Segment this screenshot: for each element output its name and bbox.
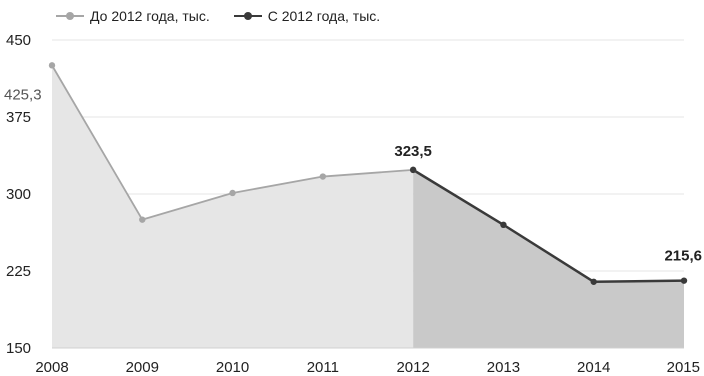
area-fills xyxy=(52,65,684,348)
data-label-2008: 425,3 xyxy=(4,86,42,103)
legend-dot xyxy=(243,12,252,20)
legend-item-before-2012: До 2012 года, тыс. xyxy=(56,8,210,24)
legend: До 2012 года, тыс. С 2012 года, тыс. xyxy=(56,8,380,24)
x-tick-label-2011: 2011 xyxy=(307,359,339,376)
x-tick-label-2013: 2013 xyxy=(487,359,520,376)
x-tick-label-2015: 2015 xyxy=(667,359,700,376)
legend-item-since-2012: С 2012 года, тыс. xyxy=(233,8,381,24)
data-points xyxy=(48,62,688,285)
axes: 150 225 300 375 450 2008 2009 2010 2011 2012 2013 2… xyxy=(6,32,700,376)
y-tick-label-450: 450 xyxy=(6,32,31,49)
data-point-series-0-2011 xyxy=(319,173,327,180)
data-point-series-1-2012 xyxy=(409,166,417,174)
legend-label-before-2012: До 2012 года, тыс. xyxy=(90,8,210,24)
x-tick-label-2008: 2008 xyxy=(35,359,68,376)
data-label-2012: 323,5 xyxy=(394,143,432,160)
area-fill-series-0 xyxy=(52,65,414,348)
data-point-series-0-2009 xyxy=(139,216,146,223)
x-tick-label-2014: 2014 xyxy=(577,359,610,376)
x-tick-label-2012: 2012 xyxy=(396,359,429,376)
y-tick-label-150: 150 xyxy=(6,340,31,357)
series-line-1 xyxy=(412,168,685,284)
data-point-series-0-2008 xyxy=(48,62,56,69)
data-label-2015: 215,6 xyxy=(664,248,702,265)
legend-swatch-before-2012 xyxy=(56,11,84,21)
data-point-series-1-2015 xyxy=(680,277,688,284)
data-labels: 425,3 323,5 215,6 xyxy=(4,86,702,264)
x-tick-label-2009: 2009 xyxy=(126,359,159,376)
y-tick-label-225: 225 xyxy=(6,263,31,280)
y-tick-label-375: 375 xyxy=(6,109,31,126)
legend-label-since-2012: С 2012 года, тыс. xyxy=(267,8,381,24)
legend-dot xyxy=(66,12,74,20)
y-tick-label-300: 300 xyxy=(6,186,31,203)
area-fill-series-1 xyxy=(413,169,684,348)
data-point-series-0-2010 xyxy=(229,189,236,197)
legend-swatch-since-2012 xyxy=(233,11,262,21)
data-point-series-1-2013 xyxy=(500,221,507,228)
data-point-series-1-2014 xyxy=(590,278,597,285)
x-tick-label-2010: 2010 xyxy=(216,359,249,376)
